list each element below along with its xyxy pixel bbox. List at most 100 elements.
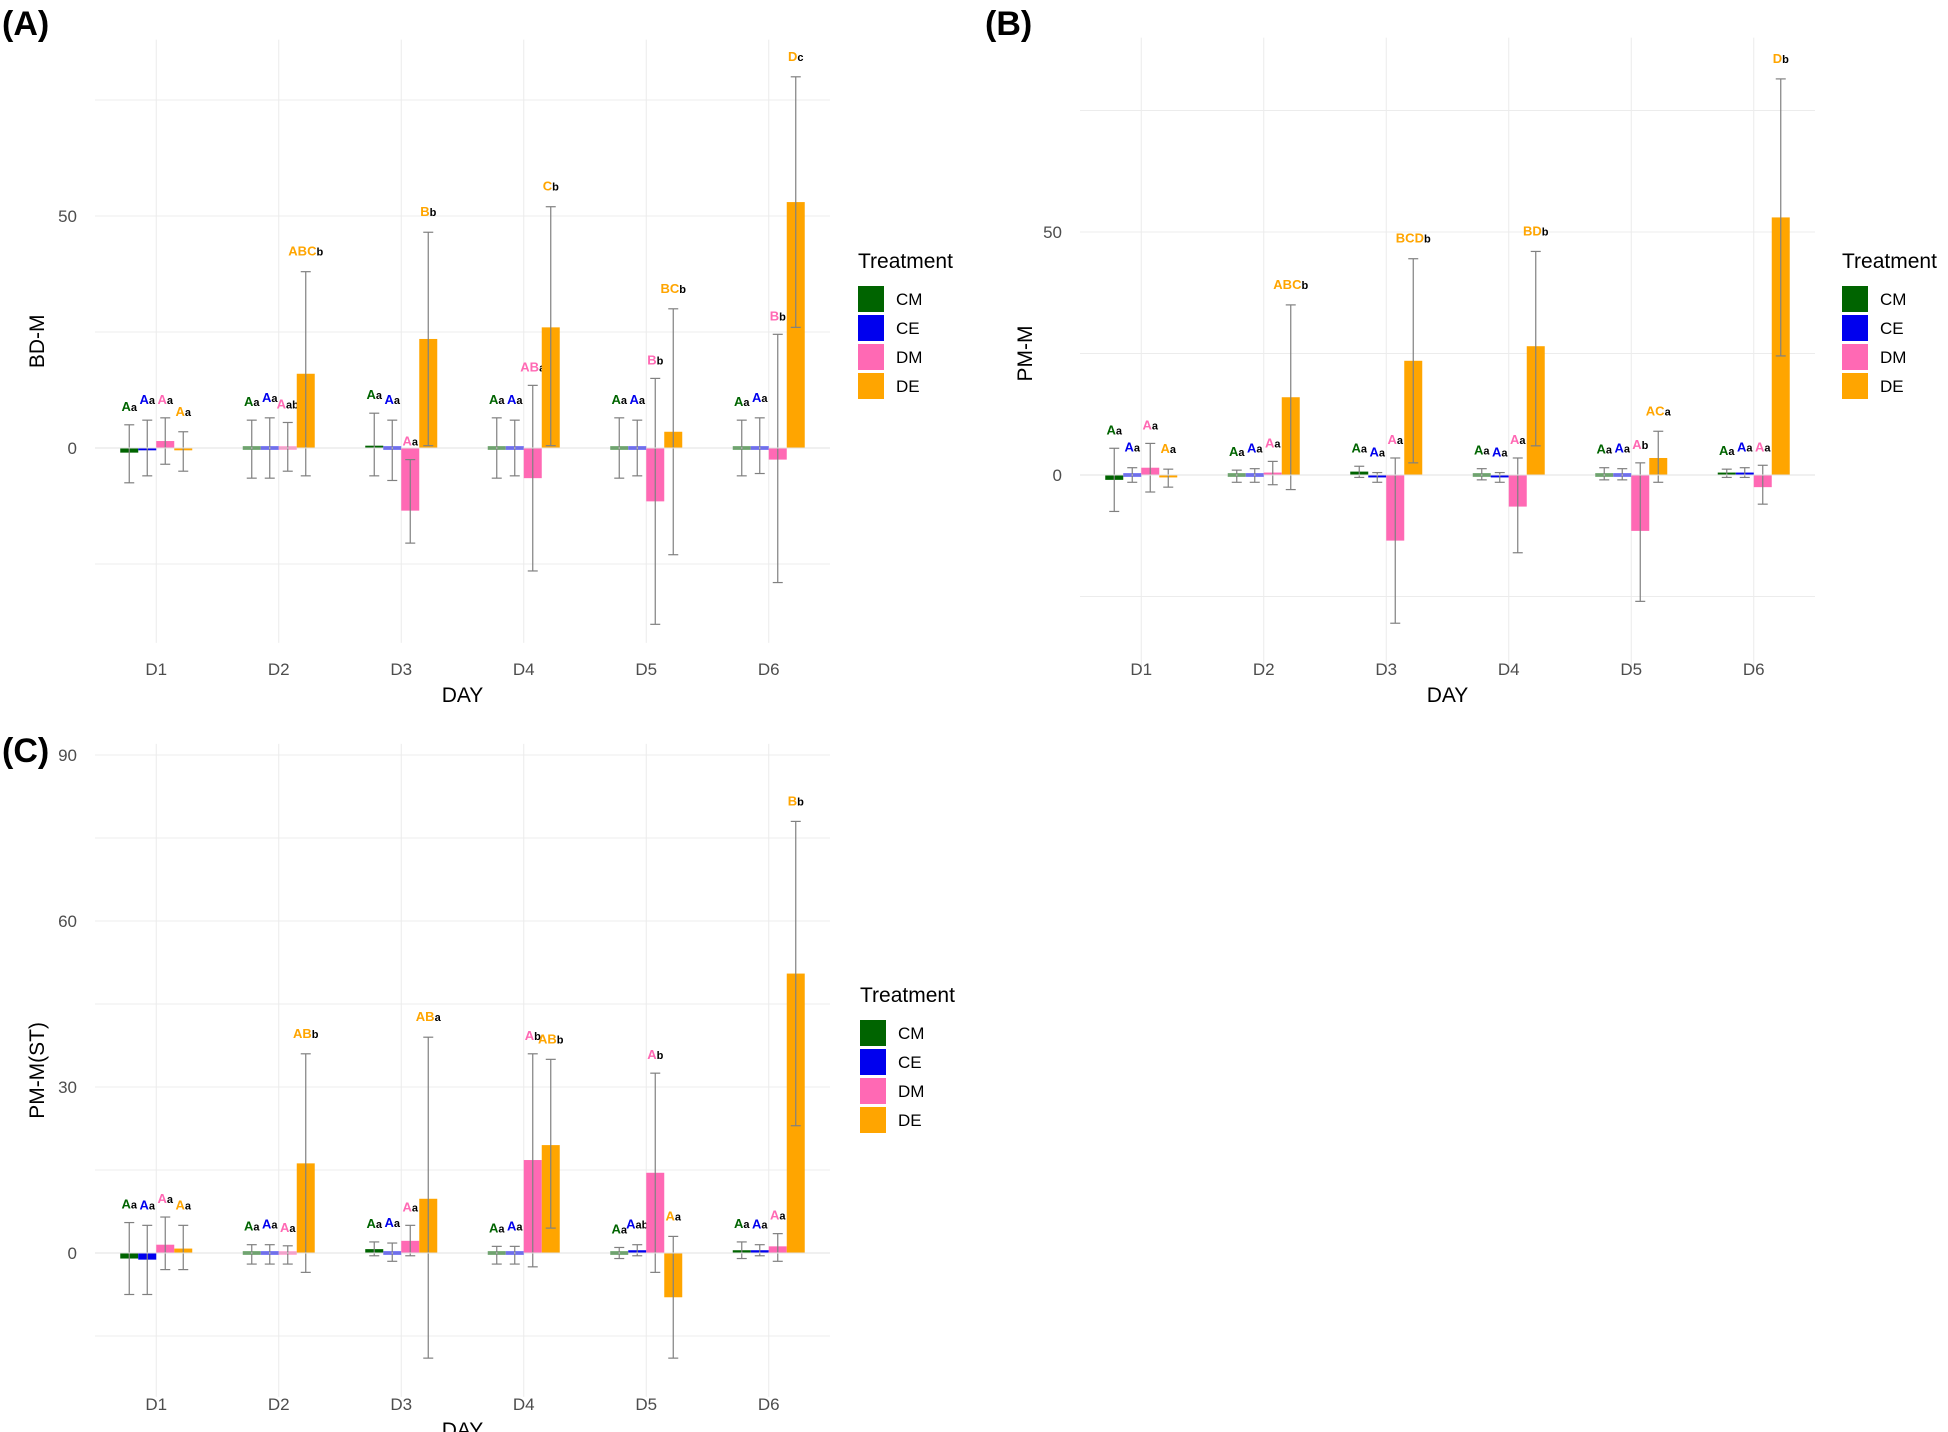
legend-label-de: DE [898, 1111, 922, 1130]
significance-uppercase: A [1474, 443, 1484, 458]
x-tick-label: D1 [145, 1395, 167, 1414]
significance-uppercase: A [525, 1028, 535, 1043]
legend-key-ce [1842, 315, 1868, 341]
significance-lowercase: a [779, 1211, 786, 1223]
significance-lowercase: a [253, 1222, 260, 1234]
y-tick-label: 0 [68, 439, 77, 458]
y-tick-label: 50 [58, 207, 77, 226]
panel-label: (C) [2, 732, 49, 770]
error-bar [527, 1053, 538, 1268]
significance-label: Aa [1369, 445, 1385, 460]
significance-lowercase: ab [636, 1220, 649, 1232]
legend-title: Treatment [858, 250, 953, 273]
significance-uppercase: A [384, 1215, 394, 1230]
significance-label: Aa [507, 1218, 523, 1233]
significance-lowercase: a [743, 397, 750, 409]
significance-label: Ab [647, 1047, 663, 1062]
x-tick-label: D3 [1375, 660, 1397, 679]
x-tick-label: D2 [1253, 660, 1275, 679]
significance-lowercase: a [376, 1219, 383, 1231]
significance-uppercase: AB [520, 359, 539, 374]
y-tick-label: 0 [1053, 466, 1062, 485]
legend-key-dm [858, 344, 884, 370]
error-bar [1599, 467, 1610, 481]
significance-uppercase: A [1596, 442, 1606, 457]
significance-lowercase: a [253, 397, 260, 409]
significance-uppercase: B [420, 204, 429, 219]
error-bar [790, 820, 801, 1127]
significance-label: Aa [611, 392, 627, 407]
significance-uppercase: A [139, 392, 149, 407]
x-tick-label: D6 [758, 660, 780, 679]
significance-label: Aa [157, 392, 173, 407]
x-tick-label: D6 [1743, 660, 1765, 679]
error-bar [1267, 460, 1278, 486]
x-tick-label: D1 [145, 660, 167, 679]
legend-key-de [858, 373, 884, 399]
significance-label: Aab [277, 396, 300, 411]
significance-label: Aa [1719, 443, 1735, 458]
error-bar [1512, 457, 1523, 554]
significance-label: Aa [611, 1221, 627, 1236]
significance-lowercase: a [271, 1220, 278, 1232]
legend: Treatment CM CE DM DE [1842, 250, 1937, 399]
significance-lowercase: a [289, 1223, 296, 1235]
error-bar [509, 1245, 520, 1265]
error-bar [1494, 471, 1505, 483]
error-bar [369, 1241, 380, 1257]
legend-label-dm: DM [898, 1082, 924, 1101]
significance-label: Aa [157, 1191, 173, 1206]
significance-lowercase: a [1519, 435, 1526, 447]
error-bar [632, 1244, 643, 1257]
significance-lowercase: a [1379, 448, 1386, 460]
significance-lowercase: a [131, 402, 138, 414]
significance-lowercase: a [149, 395, 156, 407]
y-tick-label: 90 [58, 746, 77, 765]
significance-label: Aa [175, 404, 191, 419]
significance-uppercase: A [1492, 445, 1502, 460]
x-tick-label: D4 [1498, 660, 1520, 679]
significance-label: Aa [752, 1217, 768, 1232]
significance-uppercase: D [788, 49, 797, 64]
significance-uppercase: D [1773, 51, 1782, 66]
significance-uppercase: A [121, 399, 131, 414]
significance-lowercase: a [394, 395, 401, 407]
y-tick-label: 50 [1043, 223, 1062, 242]
significance-uppercase: A [277, 396, 287, 411]
significance-lowercase: a [761, 1220, 768, 1232]
significance-label: Aa [1265, 435, 1281, 450]
significance-lowercase: a [1170, 444, 1177, 456]
legend-key-dm [860, 1078, 886, 1104]
significance-uppercase: ABC [1273, 277, 1302, 292]
error-bar [423, 231, 434, 447]
significance-label: Bb [770, 308, 786, 323]
significance-lowercase: b [679, 284, 686, 296]
significance-label: Aab [626, 1217, 649, 1232]
y-axis-title: PM-M [1014, 326, 1037, 382]
x-tick-label: D2 [268, 1395, 290, 1414]
legend-label-ce: CE [898, 1053, 922, 1072]
legend: Treatment CM CE DM DE [858, 250, 953, 399]
significance-label: Cb [543, 179, 559, 194]
legend-label-ce: CE [896, 319, 920, 338]
significance-uppercase: AC [1646, 403, 1665, 418]
significance-lowercase: a [498, 395, 505, 407]
significance-uppercase: ABC [288, 244, 317, 259]
significance-uppercase: A [647, 1047, 657, 1062]
significance-uppercase: A [1755, 439, 1765, 454]
significance-uppercase: B [788, 793, 797, 808]
significance-uppercase: A [507, 1218, 517, 1233]
significance-label: Aa [1474, 443, 1490, 458]
error-bar [1231, 469, 1242, 483]
significance-lowercase: b [552, 182, 559, 194]
y-axis-title: BD-M [26, 314, 49, 368]
significance-lowercase: b [1424, 234, 1431, 246]
y-tick-label: 0 [68, 1244, 77, 1263]
legend-key-de [860, 1107, 886, 1133]
significance-label: Bb [788, 793, 804, 808]
significance-label: Aa [384, 392, 400, 407]
error-bar [387, 419, 398, 482]
significance-uppercase: A [244, 394, 254, 409]
error-bar [423, 1036, 434, 1359]
